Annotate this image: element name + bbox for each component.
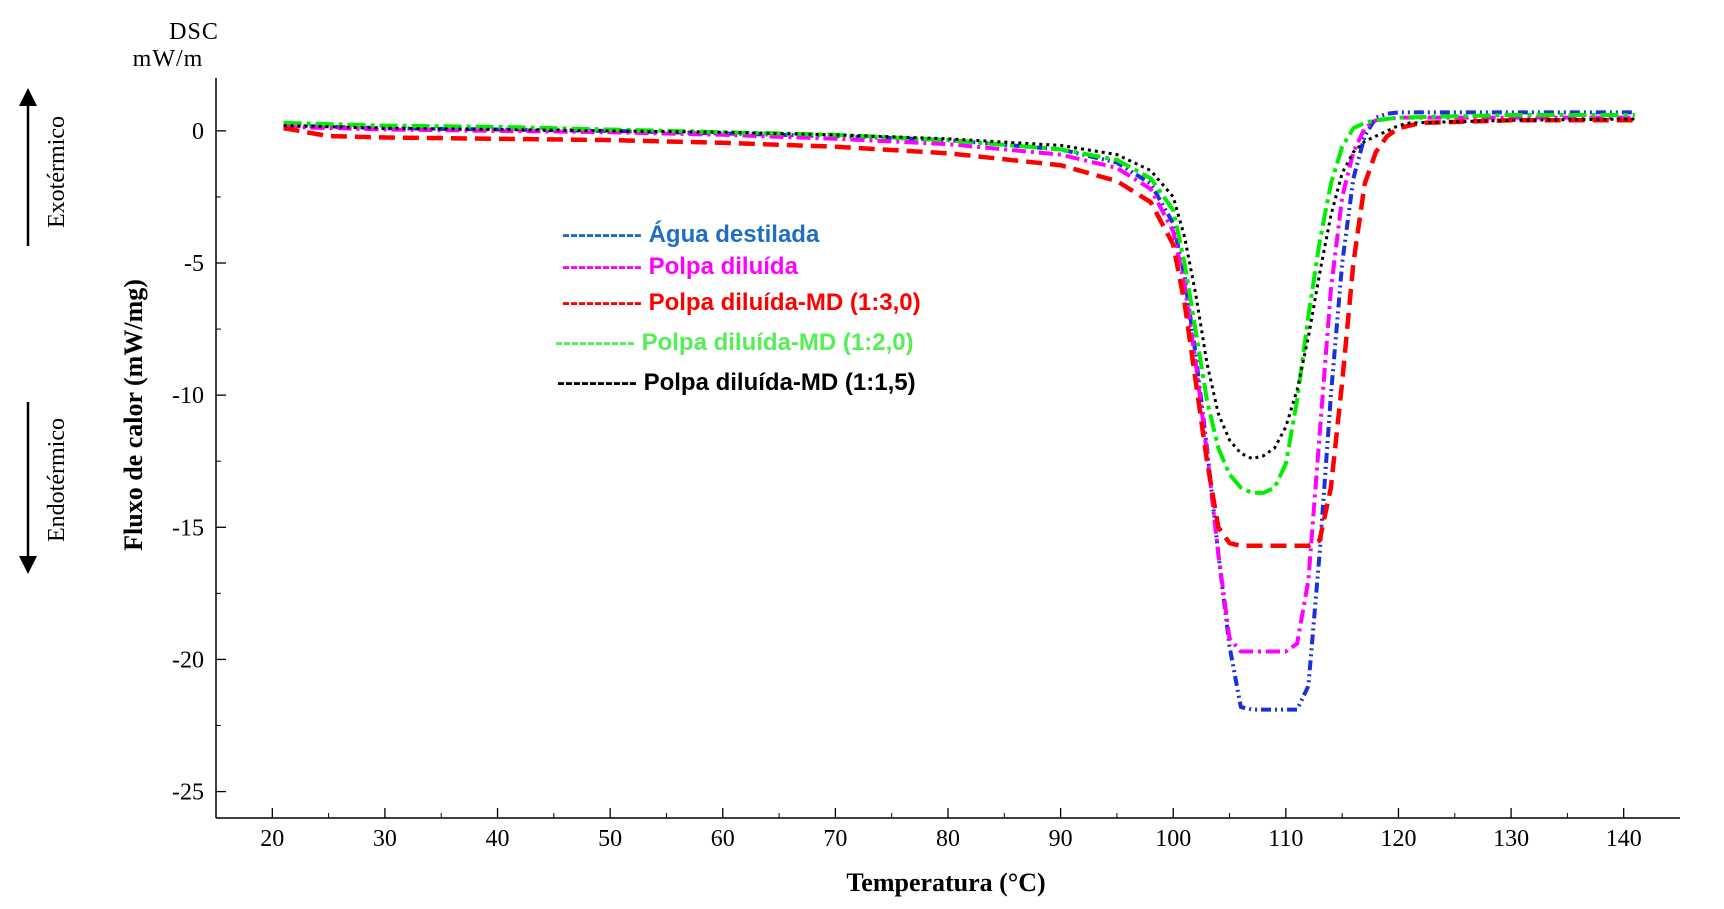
x-tick-label: 130: [1493, 826, 1529, 852]
down-arrow-icon: [19, 556, 37, 574]
y-tick-label: -10: [172, 383, 204, 409]
legend-entry-agua: ---------- Água destilada: [562, 220, 820, 248]
endothermic-indicator: Endotérmico: [19, 402, 70, 574]
legend: ---------- Água destilada ---------- Pol…: [555, 220, 921, 396]
y-tick-label: -5: [184, 251, 204, 277]
x-tick-label: 80: [936, 826, 960, 852]
x-tick-label: 40: [486, 826, 510, 852]
x-tick-label: 20: [260, 826, 284, 852]
x-axis-title: Temperatura (°C): [846, 868, 1045, 897]
up-arrow-head-icon: [19, 88, 37, 106]
axes: [215, 78, 1680, 819]
y-axis-title: Fluxo de calor (mW/mg): [119, 279, 148, 551]
series-line-3: [283, 113, 1635, 495]
x-tick-label: 110: [1268, 826, 1303, 852]
exothermic-label: Exotérmico: [44, 116, 70, 228]
legend-entry-polpa: ---------- Polpa diluída: [562, 253, 799, 280]
x-tick-label: 70: [823, 826, 847, 852]
series-line-4: [283, 117, 1636, 461]
corner-label-dsc: DSC: [169, 19, 219, 45]
x-tick-label: 140: [1606, 826, 1642, 852]
x-tick-label: 100: [1155, 826, 1191, 852]
x-tick-label: 30: [373, 826, 397, 852]
series-line-0: [283, 110, 1635, 712]
series-line-1: [283, 115, 1635, 654]
y-ticks: 0 -5 -10 -15 -20 -25: [172, 119, 226, 806]
x-tick-label: 90: [1049, 826, 1073, 852]
exothermic-indicator: Exotérmico: [19, 88, 70, 246]
legend-entry-md-1-3: ---------- Polpa diluída-MD (1:3,0): [562, 289, 921, 316]
y-tick-label: -15: [172, 515, 204, 541]
x-tick-label: 60: [711, 826, 735, 852]
y-tick-label: 0: [192, 119, 204, 145]
legend-entry-md-1-1-5: ---------- Polpa diluída-MD (1:1,5): [557, 369, 916, 396]
plot-area: [283, 110, 1636, 712]
series-line-2: [283, 118, 1635, 549]
corner-label-unit: mW/m: [133, 46, 204, 72]
x-tick-label: 120: [1380, 826, 1416, 852]
legend-entry-md-1-2: ---------- Polpa diluída-MD (1:2,0): [555, 329, 914, 356]
y-tick-label: -20: [172, 647, 204, 673]
x-tick-label: 50: [598, 826, 622, 852]
y-tick-label: -25: [172, 780, 204, 806]
x-ticks: 20 30 40 50 60 70 80 90 100 110 120 130 140: [260, 808, 1642, 852]
endothermic-label: Endotérmico: [44, 418, 70, 542]
